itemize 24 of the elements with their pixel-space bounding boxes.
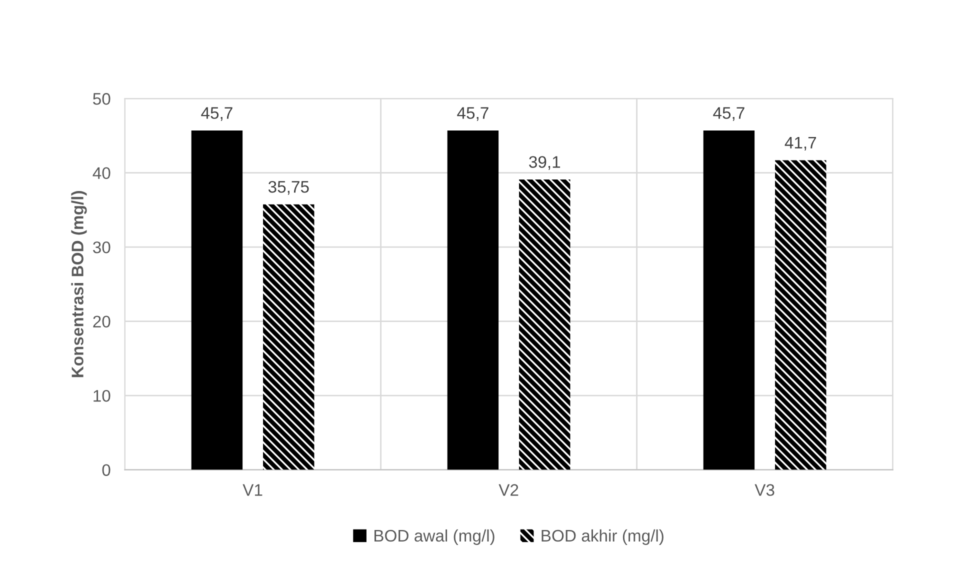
y-tick-label: 30 — [93, 241, 110, 254]
bar — [263, 204, 314, 470]
bar — [703, 130, 755, 470]
data-label: 35,75 — [268, 180, 309, 195]
data-label: 45,7 — [457, 107, 488, 121]
y-tick-label: 0 — [102, 464, 110, 476]
bar — [447, 130, 499, 470]
y-tick-label: 10 — [94, 390, 110, 402]
y-axis-title: Konsentrasi BOD (mg/l) — [71, 191, 87, 378]
bar — [775, 160, 826, 470]
legend-label: BOD awal (mg/l) — [374, 529, 494, 545]
y-tick-label: 40 — [92, 167, 110, 180]
data-label: 41,7 — [784, 136, 816, 151]
x-tick-label: V2 — [498, 484, 518, 496]
data-label: 39,1 — [529, 156, 560, 170]
data-label: 45,7 — [713, 107, 744, 121]
data-label: 45,7 — [201, 107, 232, 121]
legend-label: BOD akhir (mg/l) — [542, 529, 664, 545]
x-tick-label: V3 — [754, 484, 774, 496]
bar — [191, 130, 243, 470]
x-tick-label: V1 — [242, 484, 262, 496]
y-tick-label: 20 — [93, 316, 110, 328]
y-tick-label: 50 — [93, 93, 110, 105]
bar — [519, 180, 570, 470]
